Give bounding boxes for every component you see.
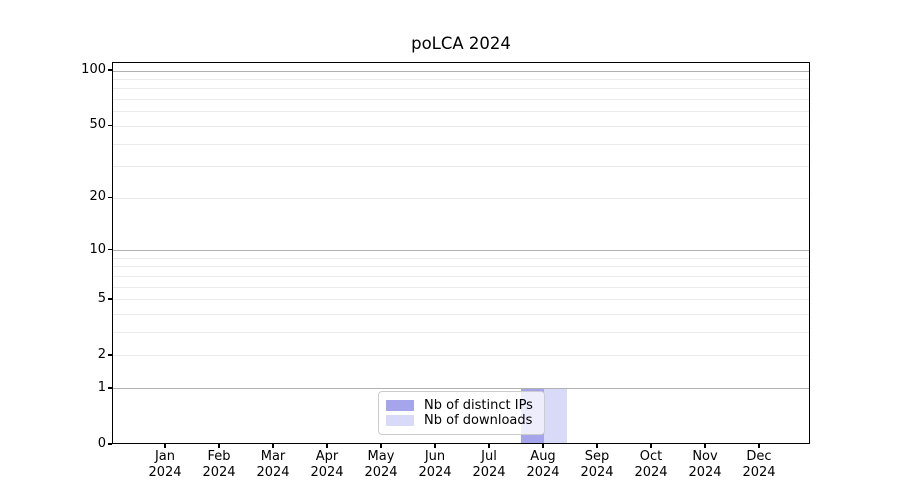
gridline-minor-3	[113, 332, 809, 334]
y-tick-10	[108, 248, 112, 251]
x-tick-year: 2024	[472, 465, 506, 480]
y-tick-label-20: 20	[89, 189, 106, 205]
x-tick-oct	[650, 444, 652, 448]
y-tick-label-100: 100	[81, 62, 106, 77]
gridline-minor-70	[113, 99, 809, 101]
gridline-minor-7	[113, 275, 809, 277]
x-tick-month: Feb	[207, 449, 231, 464]
x-tick-month: Dec	[746, 449, 772, 464]
x-tick-month: Sep	[584, 449, 610, 464]
x-tick-label-jul: Jul 2024	[459, 449, 519, 481]
y-tick-5	[108, 298, 112, 300]
x-tick-month: Jul	[481, 449, 497, 464]
x-tick-month: Mar	[260, 449, 286, 464]
legend: Nb of distinct IPs Nb of downloads	[378, 391, 545, 435]
x-tick-label-sep: Sep 2024	[567, 449, 627, 481]
y-tick-100	[108, 69, 112, 71]
x-tick-month: Jun	[424, 449, 446, 464]
x-tick-year: 2024	[580, 465, 614, 480]
x-tick-label-jan: Jan 2024	[135, 449, 195, 481]
x-tick-label-dec: Dec 2024	[729, 449, 789, 481]
x-tick-year: 2024	[418, 465, 452, 480]
legend-row-nb-of-downloads: Nb of downloads	[386, 413, 536, 428]
x-tick-year: 2024	[634, 465, 668, 480]
y-tick-label-1: 1	[97, 379, 106, 395]
legend-label-nb-of-downloads: Nb of downloads	[424, 413, 533, 428]
x-tick-month: Jan	[154, 449, 176, 464]
x-tick-month: Oct	[639, 449, 663, 464]
x-tick-year: 2024	[256, 465, 290, 480]
x-tick-dec	[758, 444, 760, 448]
x-tick-sep	[596, 444, 598, 448]
x-tick-may	[380, 444, 382, 448]
legend-swatch-nb-of-distinct-ips	[386, 400, 414, 411]
gridline-major-1	[113, 388, 809, 390]
x-tick-month: Aug	[530, 449, 556, 464]
legend-label-nb-of-distinct-ips: Nb of distinct IPs	[424, 398, 533, 413]
bar-nb-of-downloads-aug	[544, 388, 567, 444]
gridline-minor-4	[113, 314, 809, 316]
gridline-minor-6	[113, 286, 809, 288]
x-tick-label-feb: Feb 2024	[189, 449, 249, 481]
plot-area	[112, 62, 810, 444]
gridline-minor-20	[113, 197, 809, 199]
gridline-major-100	[113, 70, 809, 72]
x-tick-year: 2024	[526, 465, 560, 480]
chart-title: poLCA 2024	[411, 34, 511, 53]
x-tick-jan	[164, 444, 166, 448]
x-tick-label-jun: Jun 2024	[405, 449, 465, 481]
gridline-minor-40	[113, 143, 809, 145]
y-tick-label-5: 5	[97, 290, 106, 306]
x-tick-label-oct: Oct 2024	[621, 449, 681, 481]
y-tick-1	[108, 387, 112, 389]
gridline-minor-2	[113, 355, 809, 357]
x-tick-aug	[542, 444, 544, 448]
y-tick-0	[108, 443, 112, 445]
gridline-minor-90	[113, 78, 809, 80]
x-tick-label-nov: Nov 2024	[675, 449, 735, 481]
x-tick-label-mar: Mar 2024	[243, 449, 303, 481]
y-tick-50	[108, 124, 112, 127]
y-tick-label-0: 0	[97, 436, 106, 451]
x-tick-feb	[218, 444, 220, 448]
x-tick-label-may: May 2024	[351, 449, 411, 481]
y-tick-2	[108, 354, 112, 356]
y-tick-label-10: 10	[89, 241, 106, 257]
gridline-minor-8	[113, 266, 809, 268]
gridline-minor-60	[113, 111, 809, 113]
x-tick-nov	[704, 444, 706, 448]
gridline-minor-9	[113, 257, 809, 259]
gridline-minor-50	[113, 125, 809, 127]
y-tick-20	[108, 196, 112, 199]
y-tick-label-50: 50	[89, 117, 106, 133]
y-tick-label-2: 2	[97, 346, 106, 362]
legend-swatch-nb-of-downloads	[386, 415, 414, 426]
x-tick-month: Nov	[692, 449, 718, 464]
x-tick-month: Apr	[315, 449, 339, 464]
x-tick-year: 2024	[202, 465, 236, 480]
x-tick-jun	[434, 444, 436, 448]
x-tick-apr	[326, 444, 328, 448]
x-tick-year: 2024	[364, 465, 398, 480]
legend-row-nb-of-distinct-ips: Nb of distinct IPs	[386, 398, 536, 413]
gridline-minor-80	[113, 88, 809, 90]
gridline-minor-30	[113, 166, 809, 168]
x-tick-mar	[272, 444, 274, 448]
x-tick-year: 2024	[742, 465, 776, 480]
gridline-minor-5	[113, 299, 809, 301]
x-tick-year: 2024	[688, 465, 722, 480]
gridline-major-10	[113, 250, 809, 252]
x-tick-year: 2024	[148, 465, 182, 480]
x-tick-jul	[488, 444, 490, 448]
x-tick-year: 2024	[310, 465, 344, 480]
x-tick-label-apr: Apr 2024	[297, 449, 357, 481]
x-tick-label-aug: Aug 2024	[513, 449, 573, 481]
x-tick-month: May	[367, 449, 395, 464]
